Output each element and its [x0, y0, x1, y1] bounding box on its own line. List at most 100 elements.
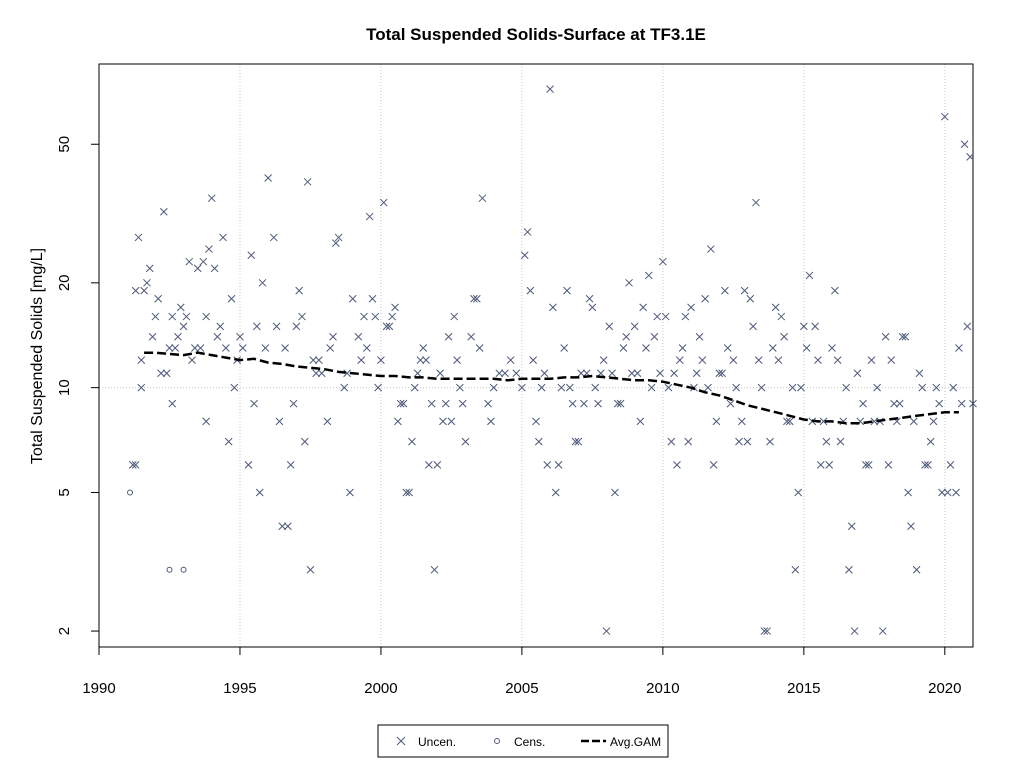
uncen-point: [768, 344, 777, 352]
uncen-point: [408, 437, 416, 446]
uncen-point: [628, 369, 636, 378]
uncen-point: [222, 344, 230, 352]
uncen-point: [673, 461, 681, 469]
uncen-point: [766, 437, 774, 446]
uncen-point: [563, 286, 571, 295]
y-tick-label: 50: [56, 136, 73, 153]
uncen-point: [814, 356, 822, 364]
uncen-point: [870, 417, 879, 426]
uncen-point: [140, 286, 148, 295]
uncen-point: [292, 322, 301, 331]
uncen-point: [399, 399, 408, 408]
uncen-point: [946, 461, 955, 469]
uncen-point: [238, 344, 247, 352]
uncen-point: [227, 294, 236, 303]
legend-uncen-marker: [396, 736, 406, 746]
uncen-point: [684, 437, 693, 446]
uncen-point: [543, 461, 552, 469]
uncen-point: [625, 278, 633, 287]
uncen-point: [357, 356, 366, 364]
uncen-point: [915, 369, 924, 378]
x-tick-label: 2005: [505, 680, 538, 697]
plot-frame: [98, 63, 974, 648]
uncen-point: [340, 383, 349, 392]
uncen-point: [788, 383, 797, 392]
uncen-point: [729, 356, 738, 364]
uncen-point: [230, 383, 239, 392]
uncen-point: [489, 383, 498, 392]
uncen-point: [419, 344, 428, 352]
uncen-point: [557, 383, 566, 392]
uncen-point: [887, 356, 896, 364]
uncen-point: [250, 399, 258, 408]
uncen-point: [188, 356, 196, 364]
uncen-point: [957, 399, 966, 408]
uncen-point: [410, 383, 419, 392]
uncen-point: [523, 228, 532, 236]
uncen-point: [890, 399, 898, 408]
uncen-point: [309, 356, 318, 364]
uncen-point: [461, 437, 470, 446]
uncen-point: [450, 312, 459, 321]
uncen-point: [334, 233, 343, 242]
uncen-point: [687, 303, 695, 312]
uncen-point: [439, 417, 447, 426]
uncen-point: [303, 177, 312, 186]
uncen-point: [275, 417, 284, 426]
uncen-point: [709, 461, 718, 469]
legend-cens-label: Cens.: [514, 735, 545, 749]
uncen-point: [326, 344, 335, 352]
uncen-point: [379, 198, 388, 207]
uncen-point: [811, 322, 819, 331]
uncen-point: [447, 417, 456, 426]
uncen-point: [565, 383, 574, 392]
grid: [239, 64, 946, 647]
uncen-point: [771, 303, 780, 312]
uncen-point: [644, 271, 653, 280]
uncen-point: [847, 522, 856, 531]
uncen-point: [653, 312, 662, 321]
uncen-point: [845, 565, 853, 574]
uncen-point: [833, 356, 842, 364]
uncen-point: [963, 322, 972, 331]
uncen-point: [484, 399, 492, 408]
uncen-point: [444, 332, 453, 341]
uncen-point: [374, 383, 382, 392]
y-axis: 2 5 10 20 50: [56, 136, 99, 635]
uncen-point: [323, 417, 332, 426]
uncen-point: [785, 417, 794, 426]
uncen-point: [737, 417, 746, 426]
uncen-point: [853, 369, 862, 378]
uncen-point: [501, 369, 509, 378]
uncen-point: [534, 437, 543, 446]
uncen-point: [182, 312, 191, 321]
uncen-point: [298, 312, 306, 321]
uncen-point: [706, 245, 715, 253]
uncen-point: [393, 417, 402, 426]
uncen-point: [791, 565, 800, 574]
uncen-point: [862, 461, 870, 469]
uncen-point: [830, 286, 839, 295]
uncen-point: [202, 312, 210, 321]
uncen-point: [134, 233, 143, 242]
uncen-point: [940, 112, 949, 121]
uncen-point: [255, 488, 264, 497]
uncen-point: [478, 194, 487, 203]
uncen-point: [487, 417, 495, 426]
uncen-point: [391, 303, 399, 312]
uncen-point: [594, 399, 602, 408]
uncen-point: [281, 344, 289, 352]
x-axis: 1990 1995 2000 2005 2010 2015 2020: [82, 646, 961, 697]
uncen-point: [219, 233, 227, 242]
cens-point: [127, 489, 134, 496]
uncen-point: [938, 488, 946, 497]
uncen-point: [943, 488, 952, 497]
uncen-point: [540, 369, 549, 378]
uncen-point: [805, 271, 814, 280]
uncen-point: [413, 369, 422, 378]
legend-uncen-label: Uncen.: [418, 735, 456, 749]
uncen-point: [405, 488, 413, 497]
uncen-point: [458, 399, 467, 408]
uncen-point: [924, 461, 932, 469]
uncen-point: [202, 417, 210, 426]
